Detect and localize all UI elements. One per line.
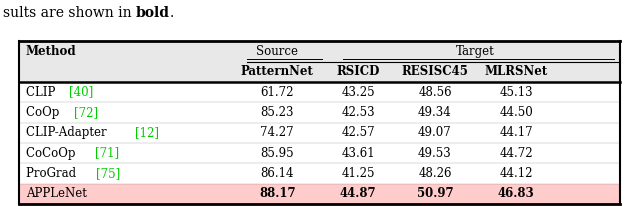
Text: 44.72: 44.72: [500, 147, 533, 160]
Text: CLIP: CLIP: [26, 85, 59, 98]
Text: [72]: [72]: [74, 106, 98, 119]
Text: CoOp: CoOp: [26, 106, 63, 119]
Text: 49.53: 49.53: [418, 147, 452, 160]
Bar: [19, 184, 620, 204]
Text: CoCoOp: CoCoOp: [26, 147, 80, 160]
Text: 42.53: 42.53: [342, 106, 375, 119]
Text: 74.27: 74.27: [260, 126, 294, 139]
Text: 61.72: 61.72: [260, 85, 294, 98]
Text: [40]: [40]: [69, 85, 93, 98]
Text: 46.83: 46.83: [498, 187, 535, 200]
Text: 49.34: 49.34: [418, 106, 452, 119]
Text: [75]: [75]: [96, 167, 120, 180]
Text: CLIP-Adapter: CLIP-Adapter: [26, 126, 111, 139]
Text: 48.56: 48.56: [418, 85, 452, 98]
Text: 45.13: 45.13: [500, 85, 533, 98]
Text: APPLeNet: APPLeNet: [26, 187, 87, 200]
Text: 85.23: 85.23: [260, 106, 294, 119]
Text: 44.87: 44.87: [340, 187, 377, 200]
Text: 44.17: 44.17: [500, 126, 533, 139]
Text: Method: Method: [25, 45, 76, 58]
Text: 49.07: 49.07: [418, 126, 452, 139]
Text: ProGrad: ProGrad: [26, 167, 80, 180]
Text: 48.26: 48.26: [418, 167, 452, 180]
Text: [71]: [71]: [95, 147, 119, 160]
Text: PatternNet: PatternNet: [241, 65, 314, 78]
Bar: [19, 41, 620, 62]
Bar: [19, 62, 620, 82]
Text: MLRSNet: MLRSNet: [485, 65, 548, 78]
Text: 44.50: 44.50: [499, 106, 533, 119]
Text: RSICD: RSICD: [337, 65, 380, 78]
Text: bold: bold: [136, 6, 170, 20]
Text: [12]: [12]: [135, 126, 159, 139]
Text: 43.61: 43.61: [342, 147, 375, 160]
Text: RESISC45: RESISC45: [401, 65, 468, 78]
Text: 41.25: 41.25: [342, 167, 375, 180]
Text: 88.17: 88.17: [259, 187, 295, 200]
Text: Source: Source: [256, 45, 298, 58]
Text: 43.25: 43.25: [342, 85, 375, 98]
Text: 44.12: 44.12: [500, 167, 533, 180]
Text: 85.95: 85.95: [260, 147, 294, 160]
Text: 50.97: 50.97: [417, 187, 453, 200]
Text: .: .: [170, 6, 175, 20]
Text: 86.14: 86.14: [260, 167, 294, 180]
Text: 42.57: 42.57: [342, 126, 375, 139]
Text: sults are shown in: sults are shown in: [3, 6, 136, 20]
Text: Target: Target: [456, 45, 495, 58]
